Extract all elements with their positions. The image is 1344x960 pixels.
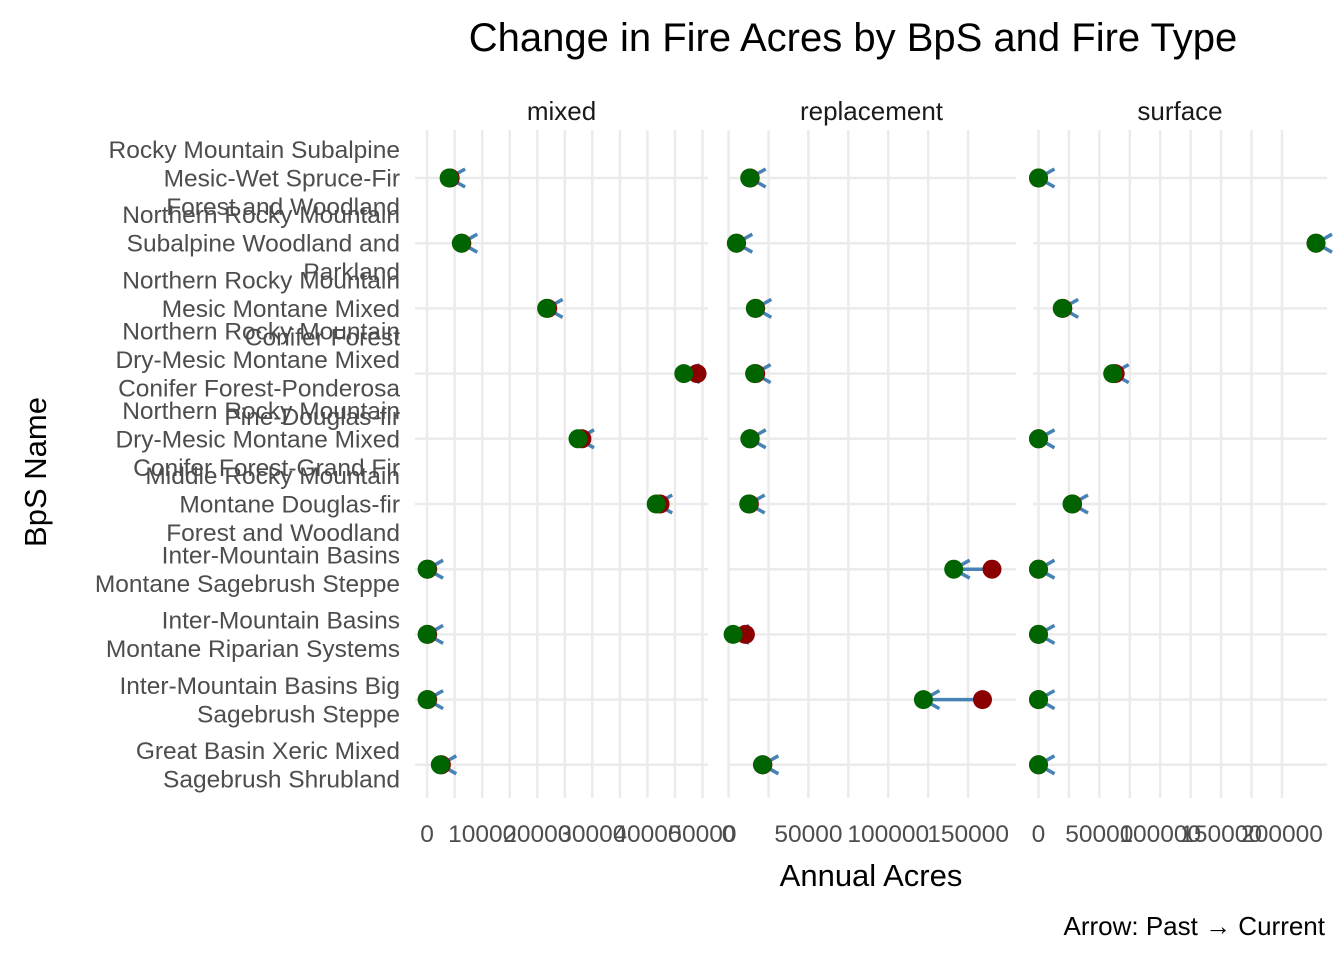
current-point: [913, 690, 933, 710]
current-point: [726, 233, 746, 253]
category-label-line: Sagebrush Steppe: [197, 701, 400, 728]
category-label-line: Northern Rocky Mountain: [122, 267, 400, 294]
current-point: [745, 364, 765, 384]
current-point: [1029, 755, 1048, 775]
category-label-line: Northern Rocky Mountain: [122, 398, 400, 425]
current-point: [1029, 429, 1048, 449]
category-label: Northern Rocky Mountain Subalpine Woodlan…: [122, 202, 400, 286]
current-point: [451, 233, 471, 253]
x-tick-label: 50000: [668, 821, 736, 848]
category-label-line: Northern Rocky Mountain: [122, 202, 400, 229]
x-tick-label: 0: [420, 821, 434, 848]
category-label-line: Inter-Mountain Basins Big: [119, 673, 400, 700]
category-label-line: Forest and Woodland: [166, 520, 400, 547]
current-point: [745, 298, 765, 318]
current-point: [944, 559, 964, 579]
category-label: Inter-Mountain Basins Montane Riparian Sy…: [106, 608, 400, 664]
x-axis-title: Annual Acres: [780, 858, 963, 893]
current-point: [1062, 494, 1082, 514]
current-point: [740, 429, 760, 449]
category-label-line: Great Basin Xeric Mixed: [136, 738, 400, 765]
category-label-line: Mesic Montane Mixed: [162, 296, 400, 323]
facet-label-surface: surface: [1137, 96, 1222, 126]
current-point: [430, 755, 450, 775]
category-label-line: Montane Douglas-fir: [179, 492, 400, 519]
current-point: [1052, 298, 1072, 318]
x-tick-label: 50000: [1065, 821, 1133, 848]
facet-label-replacement: replacement: [800, 96, 944, 126]
x-tick-label: 0: [1032, 821, 1046, 848]
category-label-line: Middle Rocky Mountain: [145, 463, 400, 490]
x-tick-label: 0: [722, 821, 736, 848]
category-label-line: Inter-Mountain Basins: [162, 608, 400, 635]
current-point: [1029, 624, 1048, 644]
category-label: Inter-Mountain Basins Montane Sagebrush S…: [95, 543, 400, 599]
category-label-line: Inter-Mountain Basins: [162, 543, 400, 570]
category-label: Inter-Mountain Basins Big Sagebrush Stepp…: [119, 673, 400, 729]
category-label: Middle Rocky Mountain Montane Douglas-fir…: [145, 463, 400, 547]
current-point: [537, 298, 557, 318]
current-point: [752, 755, 772, 775]
current-point: [1029, 559, 1048, 579]
category-label: Rocky Mountain Subalpine Mesic-Wet Spruce…: [109, 137, 400, 221]
category-label-line: Forest and Woodland: [166, 194, 400, 221]
current-point: [739, 494, 759, 514]
current-point: [439, 168, 459, 188]
current-point: [1103, 364, 1123, 384]
past-point: [982, 559, 1002, 579]
category-label-line: Dry-Mesic Montane Mixed: [115, 347, 400, 374]
category-label-line: Conifer Forest: [245, 324, 400, 351]
current-point: [740, 168, 760, 188]
x-tick-label: 20000: [503, 821, 571, 848]
category-label-line: Montane Riparian Systems: [106, 636, 400, 663]
category-label-line: Sagebrush Shrubland: [163, 767, 400, 794]
category-label: Great Basin Xeric Mixed Sagebrush Shrubla…: [136, 738, 400, 794]
past-point: [973, 690, 992, 710]
category-label-line: Subalpine Woodland and: [127, 231, 400, 258]
category-label: Northern Rocky Mountain Dry-Mesic Montane…: [115, 398, 400, 482]
current-point: [417, 624, 437, 644]
past-point: [687, 364, 707, 384]
x-tick-label: 200000: [1241, 821, 1323, 848]
category-label-line: Rocky Mountain Subalpine: [109, 137, 400, 164]
x-tick-label: 10000: [448, 821, 516, 848]
category-label-line: Dry-Mesic Montane Mixed: [115, 426, 400, 453]
current-point: [674, 364, 694, 384]
x-tick-label: 100000: [847, 821, 929, 848]
current-point: [568, 429, 588, 449]
category-label-line: Parkland: [303, 259, 400, 286]
current-point: [417, 559, 437, 579]
current-point: [646, 494, 666, 514]
y-axis-title: BpS Name: [18, 397, 53, 547]
x-tick-label: 150000: [1180, 821, 1262, 848]
category-label-line: Pine-Douglas-fir: [224, 404, 400, 431]
category-label-line: Northern Rocky Mountain: [122, 318, 400, 345]
category-label-line: Conifer Forest-Grand Fir: [133, 455, 400, 482]
facet-label-mixed: mixed: [527, 96, 596, 126]
current-point: [1029, 168, 1048, 188]
category-label-line: Mesic-Wet Spruce-Fir: [164, 166, 400, 193]
current-point: [1306, 233, 1326, 253]
x-tick-label: 40000: [613, 821, 681, 848]
current-point: [723, 624, 743, 644]
chart-title: Change in Fire Acres by BpS and Fire Typ…: [469, 16, 1238, 60]
category-label-line: Montane Sagebrush Steppe: [95, 571, 400, 598]
x-tick-label: 100000: [1119, 821, 1201, 848]
x-tick-label: 30000: [558, 821, 626, 848]
category-label: Northern Rocky Mountain Dry-Mesic Montane…: [115, 318, 400, 431]
x-tick-label: 150000: [927, 821, 1009, 848]
current-point: [1029, 690, 1048, 710]
category-label: Northern Rocky Mountain Mesic Montane Mix…: [122, 267, 400, 351]
current-point: [417, 690, 437, 710]
category-labels: Rocky Mountain Subalpine Mesic-Wet Spruce…: [95, 137, 400, 794]
x-tick-label: 50000: [774, 821, 842, 848]
chart-caption: Arrow: Past → Current: [1063, 911, 1325, 941]
category-label-line: Conifer Forest-Ponderosa: [118, 375, 400, 402]
